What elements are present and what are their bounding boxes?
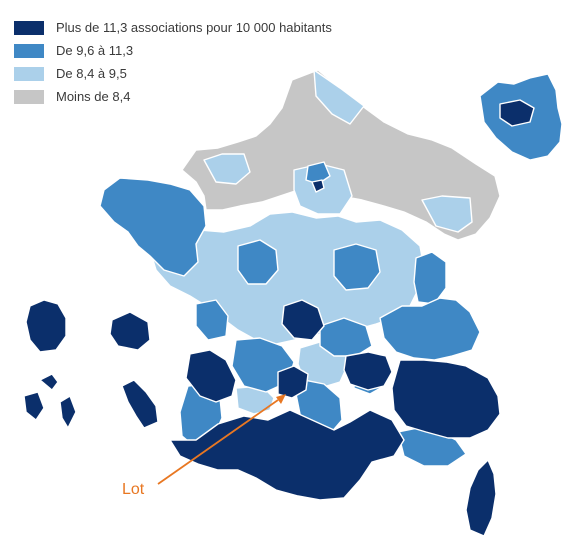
department-region [333, 243, 381, 291]
department-region [313, 69, 365, 125]
department-region [343, 351, 393, 391]
department-region [277, 365, 309, 399]
legend-label-medium-high: De 9,6 à 11,3 [56, 43, 134, 58]
legend-label-low: Moins de 8,4 [56, 89, 131, 104]
department-region [99, 177, 207, 277]
lot-callout-label: Lot [122, 481, 145, 498]
overseas-territory [25, 299, 67, 353]
overseas-territory [59, 395, 77, 429]
overseas-territory [121, 379, 159, 429]
department-region [379, 297, 481, 361]
overseas-territory [109, 311, 151, 351]
department-region [305, 161, 331, 185]
department-region [319, 317, 373, 357]
legend-swatch-medium-low [14, 66, 44, 81]
department-region [185, 349, 237, 403]
overseas-territory [23, 391, 45, 421]
lot-callout-arrow [157, 394, 286, 485]
legend-item-medium-low: De 8,4 à 9,5 [14, 62, 332, 85]
legend-swatch-low [14, 89, 44, 104]
department-region [203, 153, 251, 185]
legend-label-medium-low: De 8,4 à 9,5 [56, 66, 127, 81]
department-region [413, 251, 447, 305]
department-region [391, 359, 501, 439]
legend-item-medium-high: De 9,6 à 11,3 [14, 39, 332, 62]
department-region [237, 239, 279, 285]
department-region [181, 69, 501, 241]
department-region [421, 195, 473, 233]
department-region [465, 459, 497, 537]
department-region [311, 179, 325, 193]
overseas-territory [39, 373, 59, 391]
legend-item-low: Moins de 8,4 [14, 85, 332, 108]
legend-swatch-medium-high [14, 43, 44, 58]
department-region [499, 99, 535, 127]
map-legend: Plus de 11,3 associations pour 10 000 ha… [14, 16, 332, 108]
department-region [169, 409, 405, 501]
department-region [195, 299, 229, 341]
legend-label-high: Plus de 11,3 associations pour 10 000 ha… [56, 20, 332, 35]
legend-item-high: Plus de 11,3 associations pour 10 000 ha… [14, 16, 332, 39]
department-region [281, 299, 325, 341]
legend-swatch-high [14, 20, 44, 35]
